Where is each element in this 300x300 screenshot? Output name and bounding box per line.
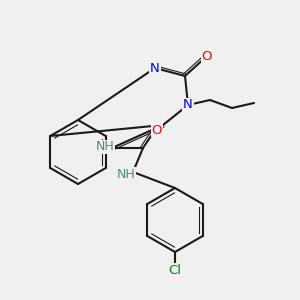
Text: N: N [150, 61, 160, 74]
Text: O: O [152, 124, 162, 136]
Text: NH: NH [96, 140, 114, 154]
Text: Cl: Cl [169, 263, 182, 277]
Text: NH: NH [117, 167, 135, 181]
Text: O: O [202, 50, 212, 62]
Text: N: N [183, 98, 193, 112]
